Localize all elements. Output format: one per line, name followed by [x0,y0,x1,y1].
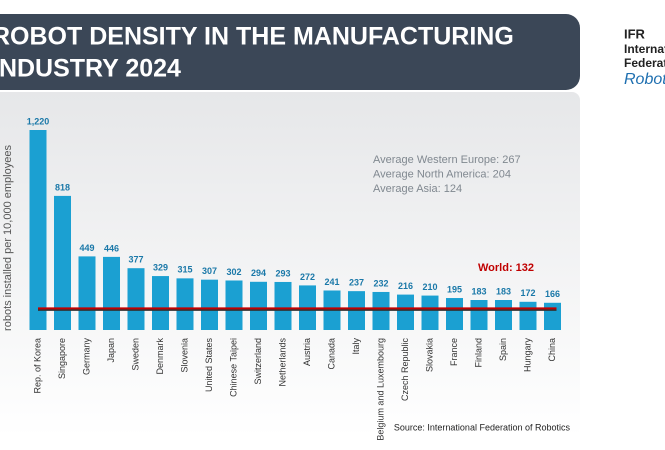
x-tick-label: Denmark [155,338,165,375]
source: Source: International Federation of Robo… [394,422,571,432]
bar [225,280,243,330]
title-banner [0,14,580,90]
x-tick-label: Hungary [522,338,532,373]
x-tick-label: Belgium and Luxembourg [375,338,385,441]
data-label: 377 [128,255,143,265]
bar [372,291,390,330]
x-tick-label: Netherlands [277,338,287,387]
bar [54,195,71,330]
bar [127,268,145,330]
panel [0,92,580,437]
x-tick-label: Chinese Taipei [228,338,238,397]
bar [397,294,414,330]
annotation: Average Western Europe: 267 [373,154,521,166]
bar [78,256,96,330]
x-tick-label: Slovenia [179,338,189,373]
x-tick-label: Czech Republic [400,338,410,402]
data-label: 272 [300,272,315,282]
x-tick-label: Italy [351,338,361,355]
data-label: 166 [545,289,560,299]
x-tick-label: Germany [81,338,91,376]
bar [152,276,169,330]
x-tick-label: Austria [302,338,312,366]
reference-label: World: 132 [478,262,534,274]
data-label: 183 [496,286,511,296]
x-tick-label: Japan [106,338,116,363]
x-tick-label: Rep. of Korea [32,338,42,394]
bar [421,295,439,330]
x-tick-label: Switzerland [253,338,263,385]
data-label: 232 [373,278,388,288]
data-label: 294 [251,268,266,278]
data-label: 172 [520,288,535,298]
bar [495,300,512,330]
x-tick-label: Singapore [57,338,67,379]
bar [519,301,537,330]
logo-text: IFR [624,26,646,41]
x-tick-label: China [547,338,557,362]
x-tick-label: France [449,338,459,366]
bar [103,256,120,330]
data-label: 329 [153,262,168,272]
logo-text: International [624,42,665,56]
data-label: 302 [226,267,241,277]
data-label: 241 [324,277,339,287]
bar [470,300,488,330]
bar [176,278,194,330]
logo-text: Robotics [624,71,665,88]
chart-title: INDUSTRY 2024 [0,55,181,83]
data-label: 210 [422,282,437,292]
bar [201,279,218,330]
y-axis-label: robots installed per 10,000 employees [2,145,14,331]
data-label: 293 [275,268,290,278]
data-label: 315 [177,265,192,275]
data-label: 216 [398,281,413,291]
x-tick-label: United States [204,338,214,393]
x-tick-label: Sweden [130,338,140,371]
data-label: 183 [471,286,486,296]
x-tick-label: Spain [498,338,508,361]
data-label: 1,220 [27,116,50,126]
data-label: 449 [79,243,94,253]
x-tick-label: Finland [473,338,483,368]
chart-title: ROBOT DENSITY IN THE MANUFACTURING [0,23,514,51]
data-label: 237 [349,278,364,288]
x-tick-label: Slovakia [424,338,434,372]
bar [29,130,47,330]
logo-text: Federation of [624,56,665,70]
data-label: 446 [104,243,119,253]
bar [274,281,292,330]
data-label: 818 [55,182,70,192]
bar [446,298,463,330]
annotation: Average North America: 204 [373,168,511,180]
data-label: 307 [202,266,217,276]
x-tick-label: Canada [326,338,336,370]
bar [250,281,267,330]
bar [544,302,561,330]
annotation: Average Asia: 124 [373,183,462,195]
data-label: 195 [447,284,462,294]
